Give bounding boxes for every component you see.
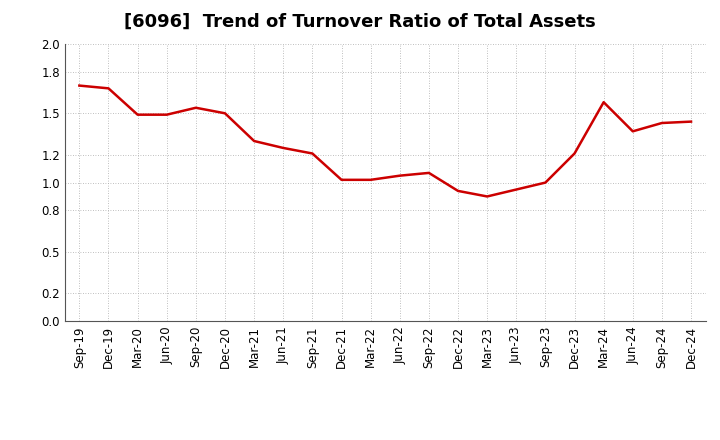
Text: [6096]  Trend of Turnover Ratio of Total Assets: [6096] Trend of Turnover Ratio of Total … (124, 13, 596, 31)
